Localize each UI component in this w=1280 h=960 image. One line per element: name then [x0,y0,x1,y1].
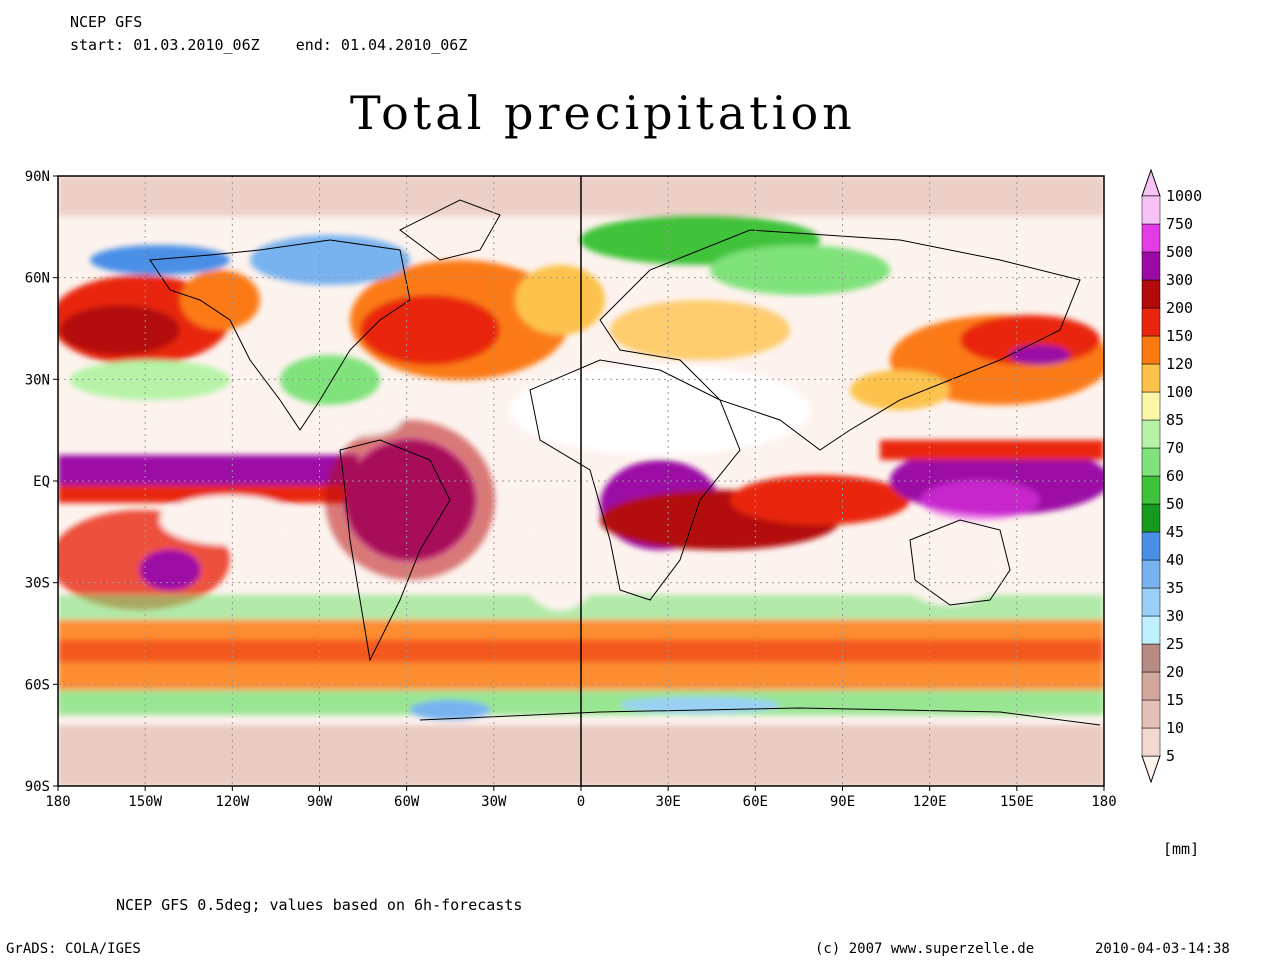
lon-tick-label: 60E [743,794,768,810]
legend-swatch [1141,727,1161,757]
color-legend: 5 10 15 20 25 30 35 40 45 50 60 70 85 100 120 150 200 300… [1141,168,1202,784]
lat-tick-label: 30N [25,372,50,388]
timestamp: 2010-04-03-14:38 [1095,941,1230,957]
lon-tick-label: 180 [1091,794,1116,810]
legend-level-label: 150 [1166,327,1193,345]
copyright-link[interactable]: (c) 2007 www.superzelle.de [815,941,1035,957]
lat-tick-label: 60N [25,271,50,287]
legend-level-label: 60 [1166,467,1184,485]
lon-tick-label: 0 [577,794,585,810]
legend-swatch [1141,419,1161,449]
model-name: NCEP GFS [70,13,143,31]
legend-swatch [1141,699,1161,729]
lon-tick-label: 30W [481,794,507,810]
legend-level-label: 5 [1166,747,1175,765]
legend-level-label: 85 [1166,411,1184,429]
lon-tick-label: 120W [215,794,249,810]
lon-tick-label: 90W [307,794,333,810]
legend-swatch [1141,559,1161,589]
lon-tick-label: 120E [913,794,947,810]
legend-level-label: 1000 [1166,187,1202,205]
legend-level-label: 45 [1166,523,1184,541]
legend-level-label: 10 [1166,719,1184,737]
legend-swatch [1141,307,1161,337]
software-credit: GrADS: COLA/IGES [6,941,141,957]
legend-swatch [1141,251,1161,281]
legend-level-label: 500 [1166,243,1193,261]
latitude-axis: 90N 60N 30N EQ 30S 60S 90S [25,169,58,795]
lat-tick-label: 30S [25,576,50,592]
lat-tick-label: 60S [25,677,50,693]
lon-tick-label: 150W [128,794,162,810]
legend-level-label: 200 [1166,299,1193,317]
lat-tick-label: 90N [25,169,50,185]
lon-tick-label: 150E [1000,794,1034,810]
lon-tick-label: 180 [45,794,70,810]
legend-swatch [1141,671,1161,701]
legend-swatch [1141,475,1161,505]
legend-level-label: 100 [1166,383,1193,401]
legend-level-label: 20 [1166,663,1184,681]
legend-level-label: 750 [1166,215,1193,233]
legend-swatch [1141,223,1161,253]
legend-swatch [1141,503,1161,533]
legend-swatch [1141,335,1161,365]
forecast-period: start: 01.03.2010_06Z end: 01.04.2010_06… [70,36,468,54]
legend-swatch [1141,363,1161,393]
legend-level-label: 30 [1166,607,1184,625]
lat-tick-label: EQ [33,474,50,490]
legend-level-label: 120 [1166,355,1193,373]
legend-level-label: 300 [1166,271,1193,289]
legend-swatch [1141,587,1161,617]
lon-tick-label: 30E [656,794,681,810]
legend-arrow-bottom [1141,755,1161,784]
unit-label: [mm] [1163,840,1200,858]
legend-arrow-top [1141,168,1161,197]
legend-level-label: 15 [1166,691,1184,709]
legend-swatch [1141,643,1161,673]
legend-swatch [1141,195,1161,225]
lon-tick-label: 90E [830,794,855,810]
legend-swatch [1141,531,1161,561]
data-source-note: NCEP GFS 0.5deg; values based on 6h-fore… [116,896,523,914]
longitude-axis: 180 150W 120W 90W 60W 30W 0 30E 60E 90E 120E 150E 18… [45,786,1117,810]
coastlines [149,199,1101,726]
legend-swatch [1141,447,1161,477]
legend-swatch [1141,279,1161,309]
legend-level-label: 40 [1166,551,1184,569]
lon-tick-label: 60W [394,794,420,810]
lat-tick-label: 90S [25,779,50,795]
legend-level-label: 35 [1166,579,1184,597]
legend-level-label: 25 [1166,635,1184,653]
legend-swatch [1141,615,1161,645]
legend-level-label: 50 [1166,495,1184,513]
page-title: Total precipitation [350,86,856,140]
legend-level-label: 70 [1166,439,1184,457]
legend-swatch [1141,391,1161,421]
